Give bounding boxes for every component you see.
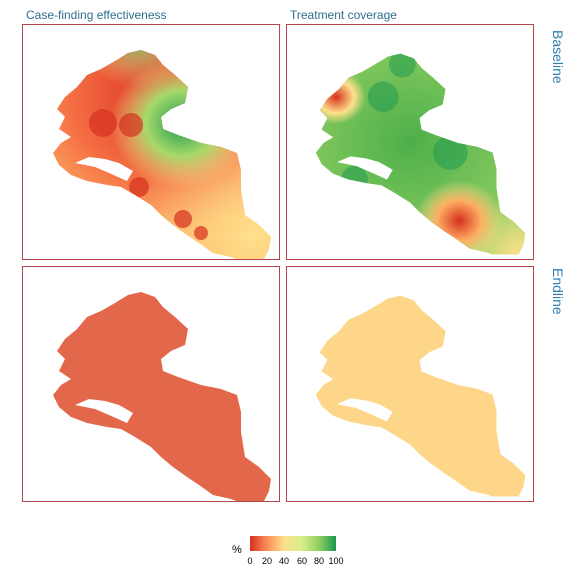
map-panel-baseline-treatment — [286, 24, 534, 260]
legend-tick-80: 80 — [313, 556, 325, 566]
color-legend: % 0 20 40 60 80 100 — [230, 532, 350, 572]
map-panel-endline-treatment — [286, 266, 534, 502]
legend-tick-40: 40 — [278, 556, 290, 566]
legend-unit-label: % — [232, 544, 242, 556]
column-title-treatment-coverage: Treatment coverage — [290, 8, 397, 22]
row-title-baseline: Baseline — [550, 30, 566, 84]
legend-tick-100: 100 — [328, 556, 344, 566]
legend-tick-20: 20 — [261, 556, 273, 566]
column-title-case-finding: Case-finding effectiveness — [26, 8, 167, 22]
map-panel-baseline-case-finding — [22, 24, 280, 260]
legend-tick-0: 0 — [247, 556, 253, 566]
legend-color-bar — [250, 536, 336, 551]
map-panel-endline-case-finding — [22, 266, 280, 502]
row-title-endline: Endline — [550, 268, 566, 315]
legend-tick-60: 60 — [296, 556, 308, 566]
